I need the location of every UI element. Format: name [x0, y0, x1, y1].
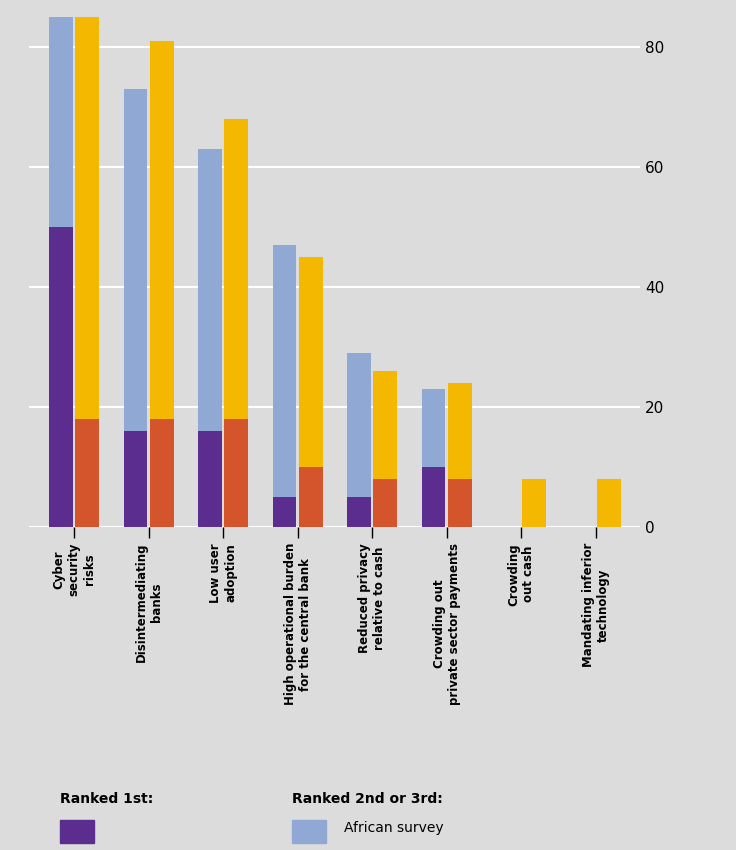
Bar [347, 353, 371, 497]
Bar [597, 479, 620, 527]
Bar [124, 89, 147, 431]
Bar [523, 479, 546, 527]
Bar [124, 431, 147, 527]
Bar [198, 431, 222, 527]
Bar [75, 0, 99, 419]
Bar [49, 0, 73, 227]
Bar [422, 389, 445, 467]
Bar [75, 419, 99, 527]
Bar [224, 119, 248, 419]
Bar [347, 497, 371, 527]
Bar [272, 245, 297, 497]
Bar [447, 383, 472, 479]
Text: African survey: African survey [344, 821, 444, 835]
Bar [49, 227, 73, 527]
Bar [422, 467, 445, 527]
Bar [373, 371, 397, 479]
Bar [150, 41, 174, 419]
Bar [272, 497, 297, 527]
Bar [299, 257, 322, 467]
Text: Ranked 2nd or 3rd:: Ranked 2nd or 3rd: [292, 792, 443, 806]
Bar [224, 419, 248, 527]
Text: Ranked 1st:: Ranked 1st: [60, 792, 153, 806]
Bar [150, 419, 174, 527]
FancyBboxPatch shape [292, 820, 326, 843]
FancyBboxPatch shape [60, 820, 93, 843]
Bar [373, 479, 397, 527]
Bar [299, 467, 322, 527]
Bar [447, 479, 472, 527]
Bar [198, 149, 222, 431]
